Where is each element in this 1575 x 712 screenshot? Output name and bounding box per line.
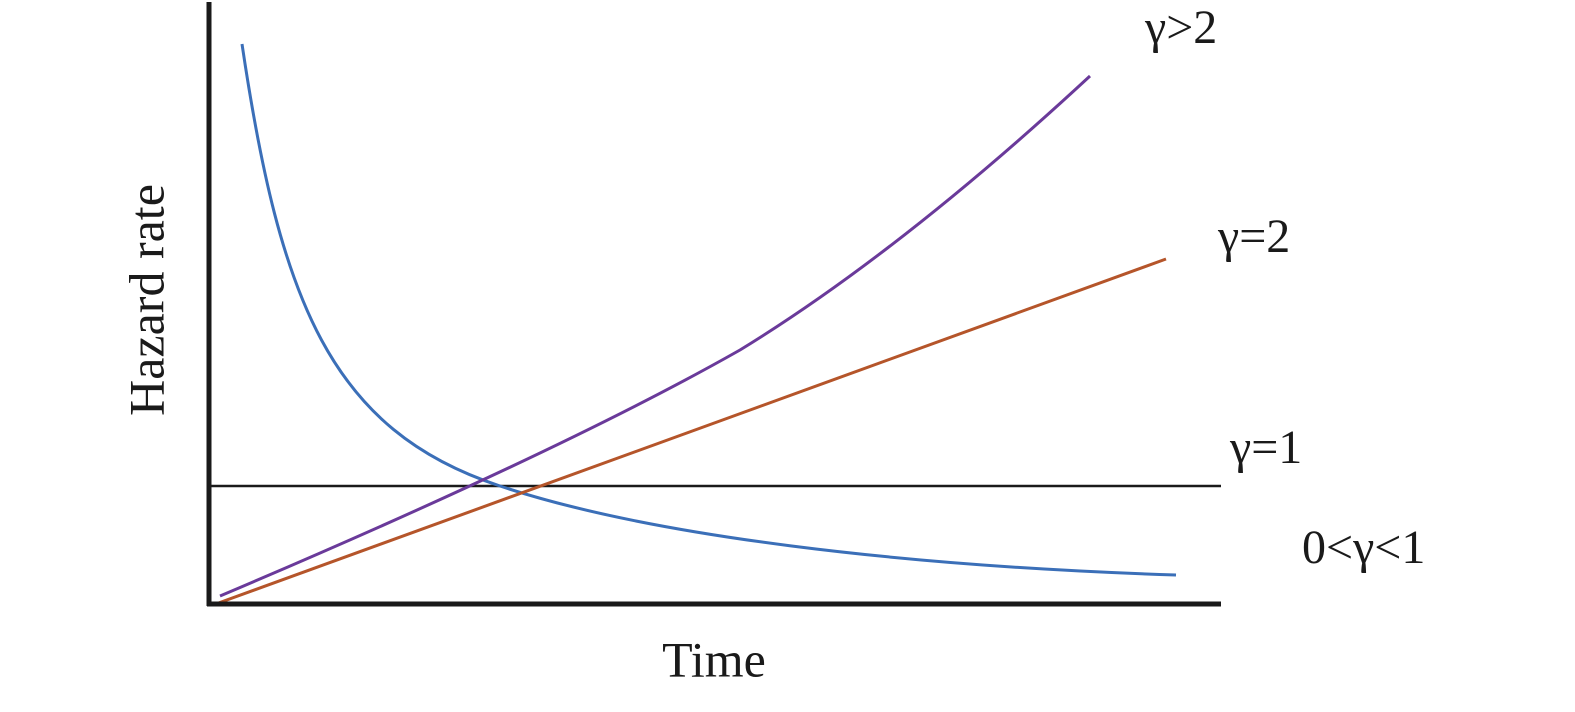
gamma-above-2-curve [219, 74, 1092, 598]
curve-label: 0<γ<1 [1302, 521, 1425, 574]
x-axis-label: Time [662, 631, 766, 687]
gamma-below-1-curve [240, 43, 1177, 577]
curve-label: γ=1 [1229, 421, 1302, 474]
y-axis-label: Hazard rate [118, 184, 174, 416]
curve-label: γ>2 [1144, 1, 1217, 54]
curve-label: γ=2 [1217, 210, 1290, 263]
gamma-2-line [212, 257, 1167, 607]
